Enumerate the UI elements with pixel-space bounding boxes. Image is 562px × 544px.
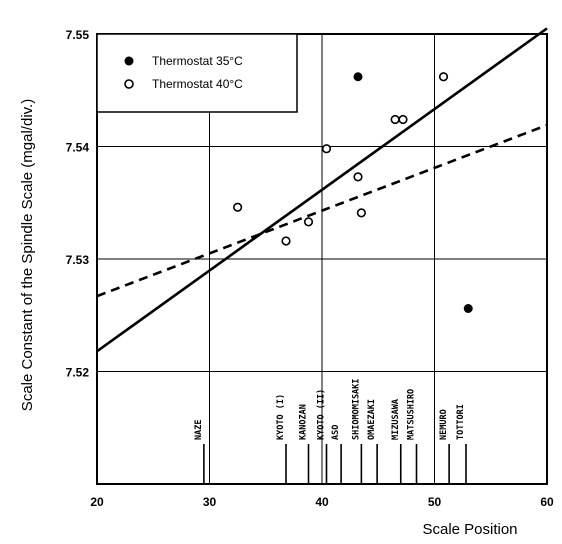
- point-thermostat-40: [398, 114, 408, 125]
- legend-open-circle-icon: [124, 79, 134, 89]
- station-label: TOTTORI: [456, 404, 466, 440]
- x-tick-label: 50: [428, 495, 442, 509]
- legend: Thermostat 35°C Thermostat 40°C: [96, 33, 298, 113]
- station-label: OMAEZAKI: [367, 399, 377, 440]
- point-thermostat-40: [353, 172, 363, 182]
- x-axis-label: Scale Position: [422, 521, 517, 538]
- x-axis-ticks: 20 30 40 50 60: [90, 495, 554, 509]
- x-tick-label: 40: [315, 495, 329, 509]
- point-thermostat-40: [356, 208, 366, 218]
- point-thermostat-40: [303, 217, 314, 227]
- point-thermostat-40: [390, 114, 400, 125]
- fit-lines: [96, 27, 548, 353]
- station-label: KYOTO (II): [317, 389, 327, 440]
- y-tick-label: 7.52: [66, 366, 90, 380]
- station-label: ASO: [331, 425, 341, 440]
- data-points: [233, 72, 473, 313]
- legend-label-40: Thermostat 40°C: [152, 77, 243, 91]
- station-label: SHIOMOMISAKI: [351, 379, 361, 440]
- point-thermostat-40: [233, 202, 243, 212]
- station-label: KANOZAN: [299, 404, 309, 440]
- point-thermostat-35: [463, 304, 473, 313]
- grid: [97, 34, 547, 484]
- station-label: NAZE: [194, 420, 204, 440]
- dashed-fit-line: [96, 123, 548, 298]
- point-thermostat-40: [281, 236, 291, 246]
- station-markers: NAZE KYOTO (I) KANOZAN KYOTO (II) ASO SHIOMOM…: [194, 379, 467, 484]
- y-tick-label: 7.54: [66, 141, 90, 155]
- point-thermostat-40: [321, 144, 332, 154]
- y-tick-label: 7.53: [66, 253, 90, 267]
- x-tick-label: 20: [90, 495, 104, 509]
- legend-box: [96, 33, 298, 113]
- y-axis-label: Scale Constant of the Spindle Scale (mga…: [19, 99, 36, 411]
- x-tick-label: 60: [540, 495, 554, 509]
- station-label: MIZUSAWA: [391, 399, 401, 440]
- station-label: MATSUSHIRO: [407, 389, 417, 440]
- legend-label-35: Thermostat 35°C: [152, 54, 243, 68]
- point-thermostat-35: [353, 72, 363, 82]
- y-tick-label: 7.55: [66, 28, 90, 42]
- x-tick-label: 30: [203, 495, 217, 509]
- point-thermostat-40: [438, 72, 449, 82]
- station-label: NEMURO: [439, 409, 449, 440]
- y-axis-ticks: 7.52 7.53 7.54 7.55: [66, 28, 90, 380]
- legend-filled-circle-icon: [124, 56, 134, 66]
- solid-fit-line: [96, 27, 548, 353]
- station-label: KYOTO (I): [276, 394, 286, 440]
